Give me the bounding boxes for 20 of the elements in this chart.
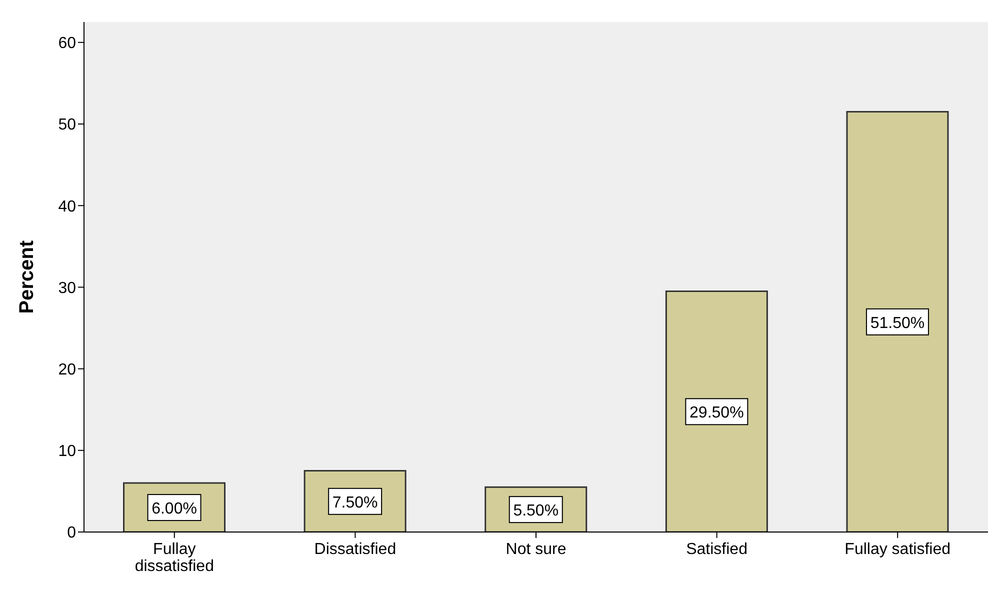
data-label: 5.50%	[513, 502, 559, 520]
y-tick-label: 20	[58, 361, 76, 378]
bar	[665, 290, 768, 532]
y-tick-label: 30	[58, 280, 76, 297]
data-label: 6.00%	[152, 500, 197, 518]
bar	[846, 111, 949, 532]
y-axis-title: Percent	[16, 240, 38, 314]
x-tick-label: Dissatisfied	[314, 541, 396, 558]
y-tick-label: 0	[67, 524, 76, 542]
x-tick-label: Fullay dissatisfied	[134, 541, 214, 575]
y-tick-label: 40	[58, 198, 76, 216]
x-tick-label: Satisfied	[686, 541, 748, 558]
x-tick-label: Fullay satisfied	[844, 541, 951, 558]
data-label: 29.50%	[690, 404, 744, 422]
data-label: 51.50%	[870, 314, 925, 332]
x-tick-label: Not sure	[506, 541, 566, 558]
y-tick-label: 10	[58, 443, 76, 460]
y-tick-label: 60	[58, 35, 76, 52]
data-label: 7.50%	[332, 494, 378, 512]
y-tick-label: 50	[58, 116, 76, 134]
